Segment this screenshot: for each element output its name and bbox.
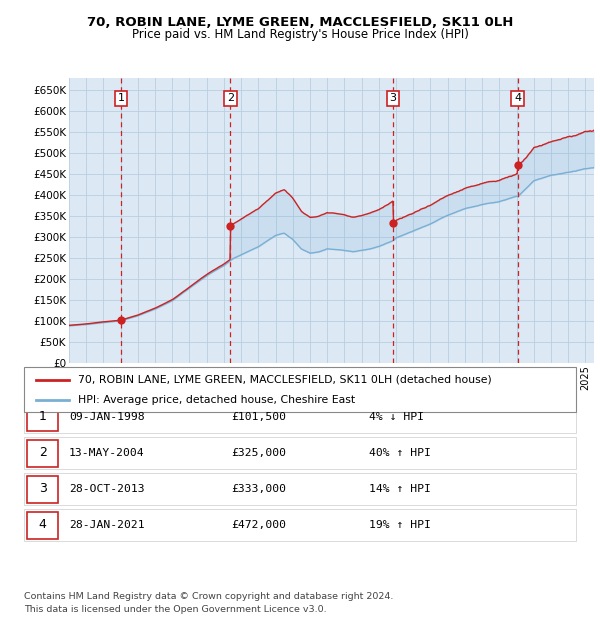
Text: 4: 4	[514, 94, 521, 104]
Text: 2: 2	[38, 446, 47, 459]
Text: 4: 4	[38, 518, 47, 531]
Text: 19% ↑ HPI: 19% ↑ HPI	[369, 520, 431, 529]
Text: £333,000: £333,000	[231, 484, 286, 494]
Text: 13-MAY-2004: 13-MAY-2004	[69, 448, 145, 458]
Text: 28-JAN-2021: 28-JAN-2021	[69, 520, 145, 529]
Text: 70, ROBIN LANE, LYME GREEN, MACCLESFIELD, SK11 0LH (detached house): 70, ROBIN LANE, LYME GREEN, MACCLESFIELD…	[78, 374, 492, 385]
Text: 4% ↓ HPI: 4% ↓ HPI	[369, 412, 424, 422]
Text: 3: 3	[389, 94, 397, 104]
Text: 28-OCT-2013: 28-OCT-2013	[69, 484, 145, 494]
Text: 09-JAN-1998: 09-JAN-1998	[69, 412, 145, 422]
Text: 1: 1	[118, 94, 125, 104]
Text: 3: 3	[38, 482, 47, 495]
Text: Contains HM Land Registry data © Crown copyright and database right 2024.
This d: Contains HM Land Registry data © Crown c…	[24, 591, 394, 614]
Text: Price paid vs. HM Land Registry's House Price Index (HPI): Price paid vs. HM Land Registry's House …	[131, 28, 469, 41]
Text: 70, ROBIN LANE, LYME GREEN, MACCLESFIELD, SK11 0LH: 70, ROBIN LANE, LYME GREEN, MACCLESFIELD…	[87, 16, 513, 29]
Text: 1: 1	[38, 410, 47, 423]
Text: £325,000: £325,000	[231, 448, 286, 458]
Text: 14% ↑ HPI: 14% ↑ HPI	[369, 484, 431, 494]
Text: 2: 2	[227, 94, 234, 104]
Text: £101,500: £101,500	[231, 412, 286, 422]
Text: £472,000: £472,000	[231, 520, 286, 529]
Text: HPI: Average price, detached house, Cheshire East: HPI: Average price, detached house, Ches…	[78, 394, 355, 405]
Text: 40% ↑ HPI: 40% ↑ HPI	[369, 448, 431, 458]
